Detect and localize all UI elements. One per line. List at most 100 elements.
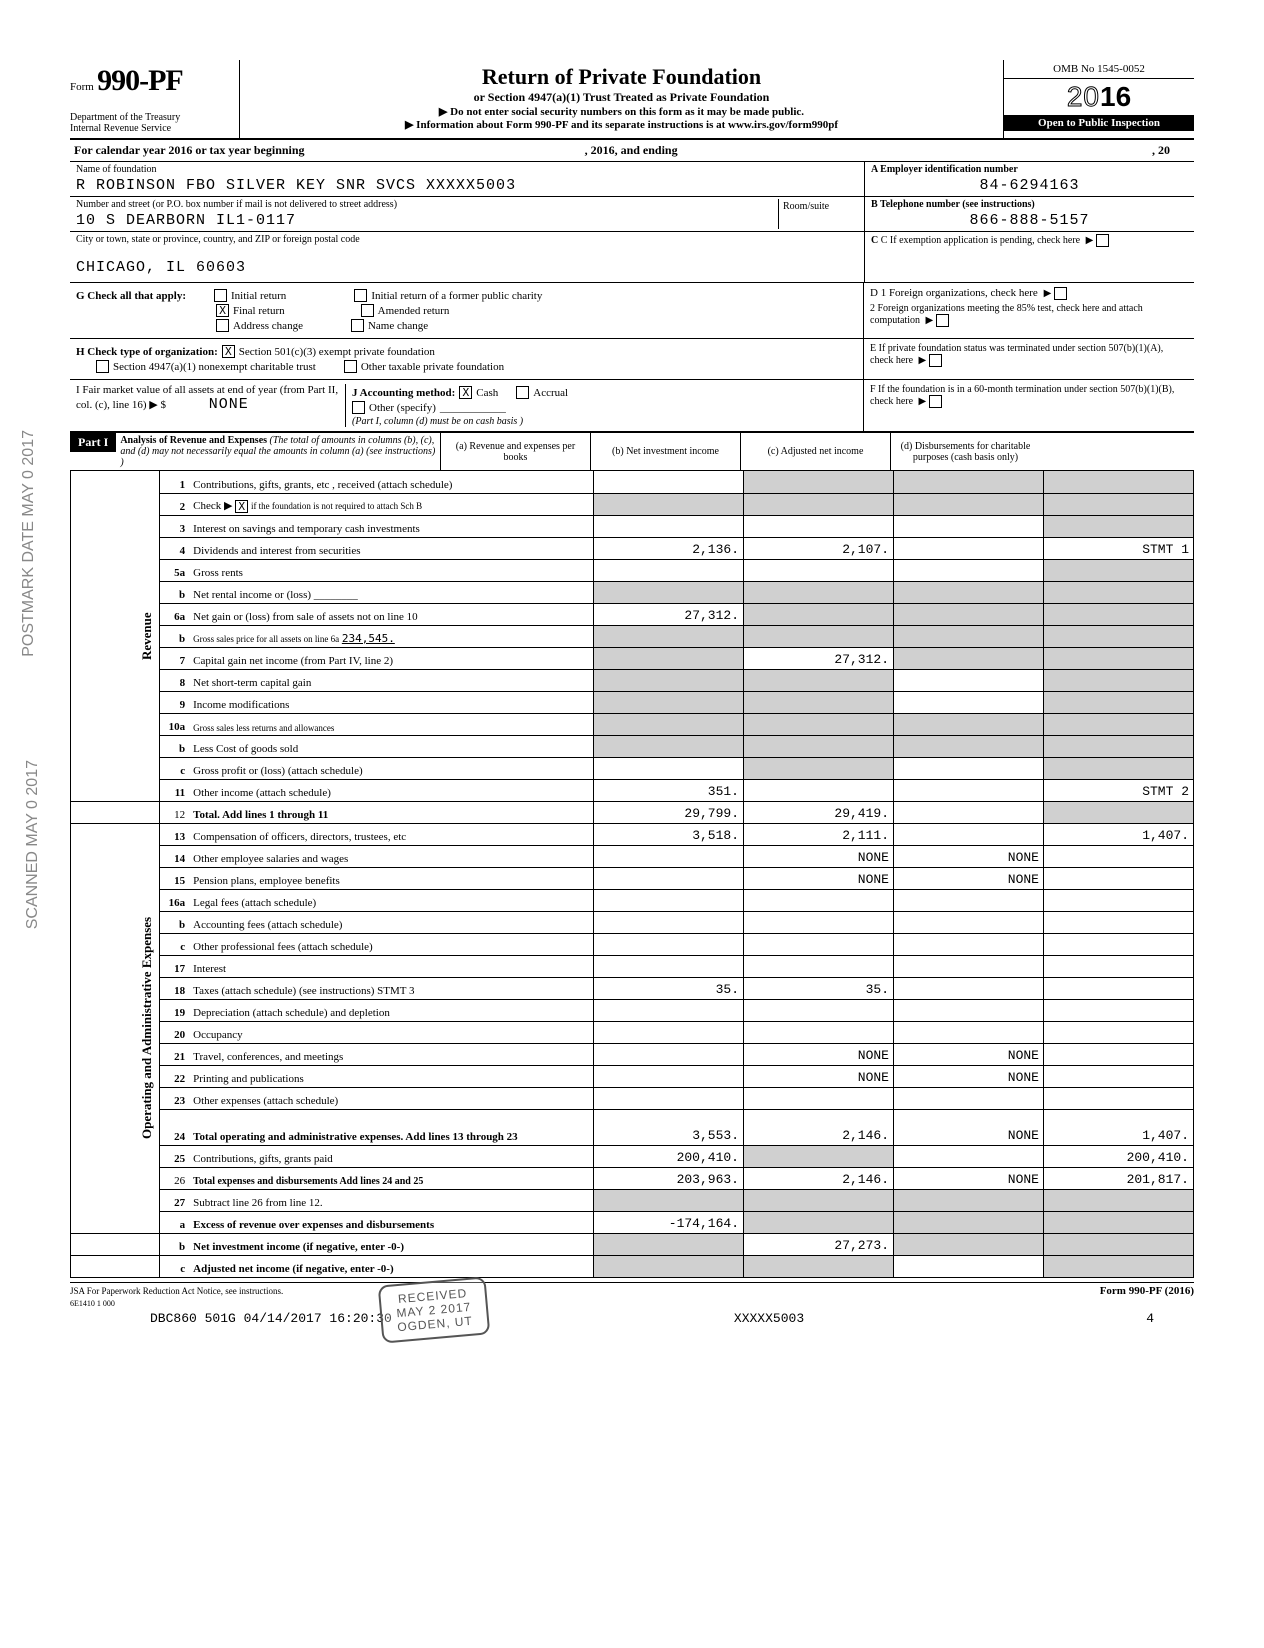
e-label: E If private foundation status was termi… <box>870 343 1163 366</box>
schb-checkbox[interactable]: X <box>235 500 248 513</box>
h-label: H Check type of organization: <box>76 346 218 358</box>
d1-checkbox[interactable] <box>1054 287 1067 300</box>
part1-label: Part I <box>70 433 116 452</box>
section-h-e: H Check type of organization: X Section … <box>70 339 1194 380</box>
row-12: 12Total. Add lines 1 through 1129,799.29… <box>71 801 1194 823</box>
g-block: G Check all that apply: Initial return I… <box>70 283 864 338</box>
city-state-zip: CHICAGO, IL 60603 <box>76 259 858 276</box>
expenses-side-label: Operating and Administrative Expenses <box>71 823 160 1233</box>
header-middle: Return of Private Foundation or Section … <box>240 60 1004 138</box>
ein-value: 84-6294163 <box>871 177 1188 194</box>
row-13: Operating and Administrative Expenses 13… <box>71 823 1194 845</box>
row-10a: 10aGross sales less returns and allowanc… <box>71 713 1194 735</box>
cal-year-b: , 2016, and ending <box>585 143 678 158</box>
postmark-watermark: POSTMARK DATE MAY 0 2017 <box>20 430 38 657</box>
c-exemption-label: C C If exemption application is pending,… <box>871 234 1188 247</box>
form-number: 990-PF <box>97 64 183 97</box>
h-501c3-checkbox[interactable]: X <box>222 345 235 358</box>
j-note: (Part I, column (d) must be on cash basi… <box>352 416 857 427</box>
row-11: 11Other income (attach schedule)351.STMT… <box>71 779 1194 801</box>
j-label: J Accounting method: <box>352 387 455 399</box>
print-id: XXXXX5003 <box>734 1311 804 1326</box>
j-accrual-checkbox[interactable] <box>516 386 529 399</box>
row-6b: bGross sales price for all assets on lin… <box>71 625 1194 647</box>
row-25: 25Contributions, gifts, grants paid200,4… <box>71 1145 1194 1167</box>
part1-desc: Analysis of Revenue and Expenses (The to… <box>116 433 440 470</box>
amended-return-label: Amended return <box>378 305 450 317</box>
cal-year-a: For calendar year 2016 or tax year begin… <box>74 143 305 158</box>
e-block: E If private foundation status was termi… <box>864 339 1194 379</box>
row-21: 21Travel, conferences, and meetingsNONEN… <box>71 1043 1194 1065</box>
identity-right: A Employer identification number 84-6294… <box>864 162 1194 282</box>
header-right: OMB No 1545-0052 2016 Open to Public Ins… <box>1004 60 1194 138</box>
row-26: 26Total expenses and disbursements Add l… <box>71 1167 1194 1189</box>
i-label: I Fair market value of all assets at end… <box>76 384 338 411</box>
cal-year-c: , 20 <box>1152 143 1170 158</box>
row-15: 15Pension plans, employee benefitsNONENO… <box>71 867 1194 889</box>
col-a-head: (a) Revenue and expenses per books <box>440 433 590 470</box>
initial-former-label: Initial return of a former public charit… <box>371 290 542 302</box>
dept-line1: Department of the Treasury <box>70 112 231 123</box>
dept-line2: Internal Revenue Service <box>70 123 231 134</box>
row-14: 14Other employee salaries and wagesNONEN… <box>71 845 1194 867</box>
h-opt2-label: Section 4947(a)(1) nonexempt charitable … <box>113 361 316 373</box>
j-cash-checkbox[interactable]: X <box>459 386 472 399</box>
row-10c: cGross profit or (loss) (attach schedule… <box>71 757 1194 779</box>
initial-former-checkbox[interactable] <box>354 289 367 302</box>
row-9: 9Income modifications <box>71 691 1194 713</box>
d2-checkbox[interactable] <box>936 314 949 327</box>
e-checkbox[interactable] <box>929 354 942 367</box>
row-27b: bNet investment income (if negative, ent… <box>71 1233 1194 1255</box>
form-title: Return of Private Foundation <box>250 64 993 90</box>
dept-treasury: Department of the Treasury Internal Reve… <box>70 112 231 134</box>
i-j-block: I Fair market value of all assets at end… <box>70 380 864 431</box>
initial-return-checkbox[interactable] <box>214 289 227 302</box>
part1-table: Revenue 1Contributions, gifts, grants, e… <box>70 471 1194 1278</box>
h-4947-checkbox[interactable] <box>96 360 109 373</box>
print-line: DBC860 501G 04/14/2017 16:20:30 XXXXX500… <box>70 1311 1194 1326</box>
c-checkbox[interactable] <box>1096 234 1109 247</box>
f-checkbox[interactable] <box>929 395 942 408</box>
tax-year: 2016 <box>1004 79 1194 115</box>
f-block: F If the foundation is in a 60-month ter… <box>864 380 1194 431</box>
h-block: H Check type of organization: X Section … <box>70 339 864 379</box>
row-16b: bAccounting fees (attach schedule) <box>71 911 1194 933</box>
row-24: 24Total operating and administrative exp… <box>71 1109 1194 1145</box>
form-subtitle: or Section 4947(a)(1) Trust Treated as P… <box>250 90 993 105</box>
row-7: 7Capital gain net income (from Part IV, … <box>71 647 1194 669</box>
row-17: 17Interest <box>71 955 1194 977</box>
h-opt1-label: Section 501(c)(3) exempt private foundat… <box>239 346 435 358</box>
amended-return-checkbox[interactable] <box>361 304 374 317</box>
footer-left: JSA For Paperwork Reduction Act Notice, … <box>70 1286 283 1296</box>
col-c-head: (c) Adjusted net income <box>740 433 890 470</box>
col-b-head: (b) Net investment income <box>590 433 740 470</box>
initial-return-label: Initial return <box>231 290 286 302</box>
street-address: 10 S DEARBORN IL1-0117 <box>76 212 778 229</box>
row-6a: 6aNet gain or (loss) from sale of assets… <box>71 603 1194 625</box>
form-header: Form 990-PF Department of the Treasury I… <box>70 60 1194 140</box>
row-16a: 16aLegal fees (attach schedule) <box>71 889 1194 911</box>
footer-code: 6E1410 1 000 <box>70 1299 115 1308</box>
j-other-checkbox[interactable] <box>352 401 365 414</box>
j-accrual-label: Accrual <box>533 387 568 399</box>
g-label: G Check all that apply: <box>76 290 186 302</box>
city-label: City or town, state or province, country… <box>76 234 858 245</box>
h-opt3-label: Other taxable private foundation <box>361 361 504 373</box>
name-label: Name of foundation <box>76 164 858 175</box>
d2-label: 2 Foreign organizations meeting the 85% … <box>870 303 1143 326</box>
row-19: 19Depreciation (attach schedule) and dep… <box>71 999 1194 1021</box>
foundation-name: R ROBINSON FBO SILVER KEY SNR SVCS XXXXX… <box>76 177 858 194</box>
row-16c: cOther professional fees (attach schedul… <box>71 933 1194 955</box>
h-other-checkbox[interactable] <box>344 360 357 373</box>
row-27c: cAdjusted net income (if negative, enter… <box>71 1255 1194 1277</box>
row-27a: aExcess of revenue over expenses and dis… <box>71 1211 1194 1233</box>
i-value: NONE <box>209 396 249 413</box>
footer: JSA For Paperwork Reduction Act Notice, … <box>70 1282 1194 1309</box>
final-return-checkbox[interactable]: X <box>216 304 229 317</box>
final-return-label: Final return <box>233 305 285 317</box>
phone-value: 866-888-5157 <box>871 212 1188 229</box>
name-change-checkbox[interactable] <box>351 319 364 332</box>
address-change-checkbox[interactable] <box>216 319 229 332</box>
j-other-label: Other (specify) <box>369 402 436 414</box>
info-url: ▶ Information about Form 990-PF and its … <box>250 118 993 131</box>
